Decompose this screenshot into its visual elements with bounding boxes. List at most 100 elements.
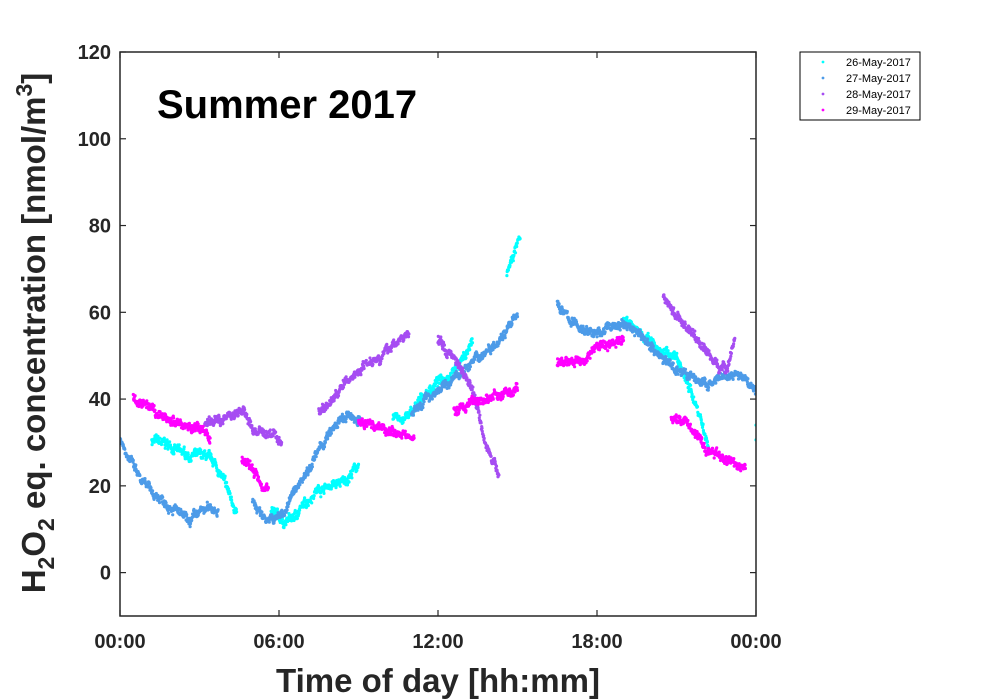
data-point <box>588 356 592 360</box>
data-point <box>275 507 279 511</box>
data-point <box>464 409 468 413</box>
data-point <box>515 315 520 319</box>
data-point <box>134 463 138 467</box>
data-point <box>208 503 212 507</box>
data-point <box>470 337 474 341</box>
data-point <box>300 480 304 484</box>
legend-marker <box>821 76 825 80</box>
data-point <box>152 404 156 408</box>
data-point <box>235 510 239 514</box>
data-point <box>313 457 317 462</box>
data-point <box>379 359 383 363</box>
data-point <box>223 474 227 478</box>
data-point <box>461 369 465 374</box>
data-point <box>195 453 199 457</box>
data-point <box>201 456 205 460</box>
data-point <box>280 517 284 521</box>
y-tick-label: 100 <box>78 129 111 151</box>
data-point <box>347 480 351 484</box>
data-point <box>466 352 470 356</box>
y-label-part-h: H <box>15 569 52 593</box>
data-point <box>401 420 405 424</box>
data-point <box>513 251 518 255</box>
data-point <box>688 422 693 426</box>
data-point <box>691 398 695 402</box>
data-point <box>457 411 461 415</box>
data-point <box>515 312 519 316</box>
data-point <box>159 442 164 447</box>
data-point <box>149 486 153 490</box>
data-point <box>400 436 404 440</box>
data-point <box>186 453 190 457</box>
data-point <box>697 336 701 341</box>
data-point <box>315 450 320 454</box>
data-point <box>471 360 476 364</box>
data-point <box>702 441 706 446</box>
data-point <box>442 343 446 347</box>
data-point <box>665 345 669 349</box>
data-point <box>157 501 162 505</box>
data-point <box>162 436 166 440</box>
data-point <box>319 495 323 499</box>
data-point <box>506 268 510 272</box>
data-point <box>152 440 156 444</box>
data-point <box>131 458 135 462</box>
data-point <box>480 429 484 433</box>
data-point <box>450 371 454 375</box>
data-point <box>705 440 710 444</box>
data-point <box>385 342 389 346</box>
data-point <box>389 349 393 353</box>
data-point <box>515 241 519 245</box>
data-point <box>298 483 302 487</box>
data-point <box>147 482 151 486</box>
data-point <box>703 446 707 450</box>
data-point <box>226 487 231 491</box>
data-point <box>515 244 519 249</box>
data-point <box>312 494 316 498</box>
data-point <box>306 473 310 477</box>
data-point <box>597 348 602 352</box>
data-point <box>250 463 254 467</box>
data-point <box>258 506 262 510</box>
data-point <box>265 482 269 486</box>
data-point <box>310 501 314 505</box>
data-point <box>380 356 384 361</box>
data-point <box>717 450 721 454</box>
data-point <box>206 431 210 436</box>
data-point <box>573 365 577 369</box>
data-point <box>675 365 679 369</box>
data-point <box>501 395 505 399</box>
data-point <box>732 342 736 346</box>
data-point <box>344 420 348 424</box>
data-point <box>364 358 368 363</box>
data-point <box>171 448 175 452</box>
data-point <box>243 408 247 412</box>
data-point <box>177 443 181 447</box>
data-point <box>203 449 207 453</box>
data-point <box>464 356 468 360</box>
data-point <box>468 348 472 352</box>
data-point <box>468 365 472 369</box>
data-point <box>746 377 750 381</box>
data-point <box>614 345 618 349</box>
data-point <box>356 462 361 466</box>
legend-label: 27-May-2017 <box>846 73 911 85</box>
data-point <box>712 456 716 460</box>
data-layer <box>120 235 756 530</box>
data-point <box>326 437 330 441</box>
x-tick-label: 12:00 <box>412 631 463 653</box>
data-point <box>717 371 722 375</box>
x-tick-label: 06:00 <box>253 631 304 653</box>
y-tick-label: 60 <box>89 302 111 324</box>
data-point <box>512 253 516 257</box>
data-point <box>727 362 731 366</box>
data-point <box>503 336 507 340</box>
data-point <box>671 361 675 365</box>
data-point <box>407 332 411 336</box>
data-point <box>402 338 406 342</box>
x-tick-label: 00:00 <box>730 631 781 653</box>
data-point <box>693 329 697 333</box>
data-point <box>323 440 327 444</box>
data-point <box>314 455 318 459</box>
data-point <box>421 406 425 410</box>
